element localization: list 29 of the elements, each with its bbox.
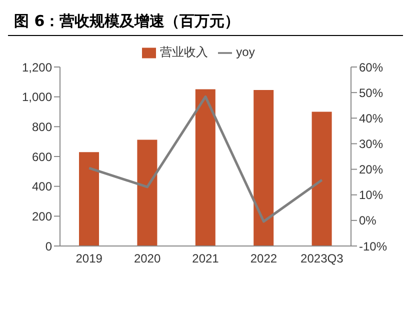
y2-tick-label: 10% — [359, 188, 384, 202]
y-tick-label: 200 — [32, 209, 52, 224]
bar — [312, 112, 332, 246]
y-tick-label: 0 — [45, 239, 52, 254]
x-tick-label: 2021 — [192, 252, 220, 266]
y2-tick-label: 30% — [359, 136, 384, 151]
bar — [254, 90, 274, 246]
line-series — [88, 95, 324, 223]
x-tick-label: 2022 — [250, 252, 278, 266]
y-tick-label: 1,000 — [22, 90, 52, 104]
y-tick-label: 1,200 — [22, 60, 52, 74]
x-tick-label: 2019 — [76, 252, 103, 266]
y2-tick-label: 20% — [359, 162, 384, 177]
y2-tick-label: 50% — [359, 86, 384, 100]
y-tick-label: 800 — [32, 120, 52, 134]
y2-tick-label: 60% — [359, 60, 384, 74]
x-tick-label: 2023Q3 — [300, 252, 344, 266]
chart-title: 图 6：营收规模及增速（百万元） — [8, 8, 403, 36]
y2-tick-label: 40% — [359, 111, 384, 126]
legend-label: 营业收入 — [160, 45, 208, 59]
x-tick-label: 2020 — [134, 252, 161, 266]
bar — [195, 89, 216, 246]
y2-tick-label: 0% — [359, 214, 377, 228]
y-tick-label: 600 — [32, 150, 52, 164]
bar — [137, 140, 158, 246]
y-tick-label: 400 — [32, 180, 52, 194]
y2-tick-label: -10% — [359, 239, 388, 254]
bar — [79, 152, 99, 246]
legend-label: yoy — [236, 45, 255, 59]
